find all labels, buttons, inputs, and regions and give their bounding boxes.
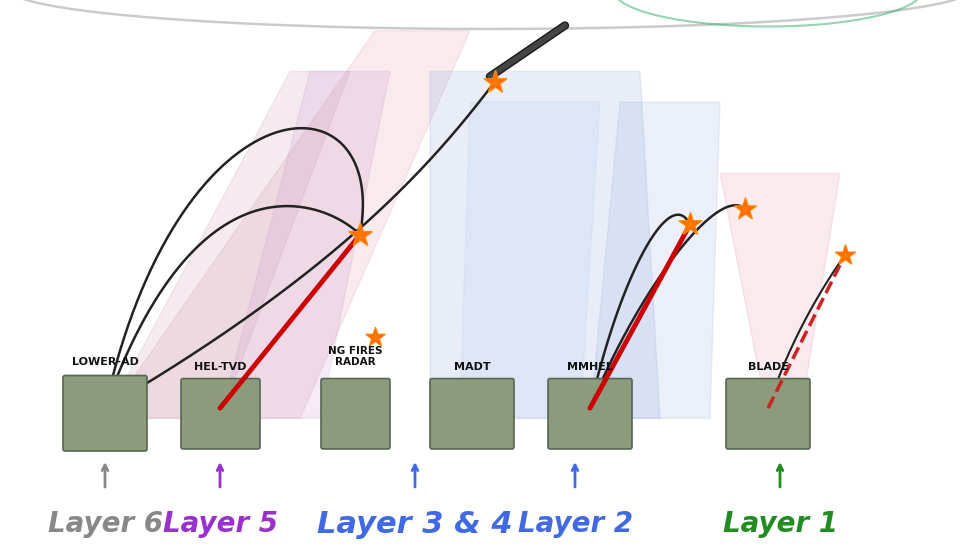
Text: MMHEL: MMHEL xyxy=(567,363,612,372)
Point xyxy=(682,220,698,229)
Polygon shape xyxy=(720,174,840,418)
Polygon shape xyxy=(220,72,390,418)
Point xyxy=(837,251,853,260)
Text: Layer 5: Layer 5 xyxy=(163,510,277,538)
FancyBboxPatch shape xyxy=(321,379,390,449)
Point xyxy=(352,230,368,239)
Point xyxy=(487,77,503,86)
FancyBboxPatch shape xyxy=(430,379,514,449)
Point xyxy=(352,230,368,239)
Text: Layer 1: Layer 1 xyxy=(722,510,838,538)
Point xyxy=(737,205,753,214)
Polygon shape xyxy=(590,102,720,418)
Point xyxy=(737,205,753,214)
Text: LOWER-AD: LOWER-AD xyxy=(72,358,138,368)
FancyBboxPatch shape xyxy=(181,379,260,449)
Point xyxy=(837,251,853,260)
Text: NG FIRES
RADAR: NG FIRES RADAR xyxy=(327,345,382,368)
Text: HEL-TVD: HEL-TVD xyxy=(194,363,246,372)
Point xyxy=(368,332,383,341)
Text: MADT: MADT xyxy=(454,363,490,372)
Text: Layer 2: Layer 2 xyxy=(517,510,632,538)
FancyBboxPatch shape xyxy=(548,379,632,449)
Point xyxy=(368,332,383,341)
Polygon shape xyxy=(430,72,660,418)
Text: Layer 3 & 4: Layer 3 & 4 xyxy=(318,510,513,539)
Polygon shape xyxy=(105,31,470,418)
FancyBboxPatch shape xyxy=(726,379,810,449)
Point xyxy=(682,220,698,229)
Point xyxy=(487,77,503,86)
Polygon shape xyxy=(105,72,350,418)
Text: BLADE: BLADE xyxy=(748,363,789,372)
Polygon shape xyxy=(460,102,600,418)
FancyBboxPatch shape xyxy=(63,375,147,451)
Text: Layer 6: Layer 6 xyxy=(47,510,163,538)
